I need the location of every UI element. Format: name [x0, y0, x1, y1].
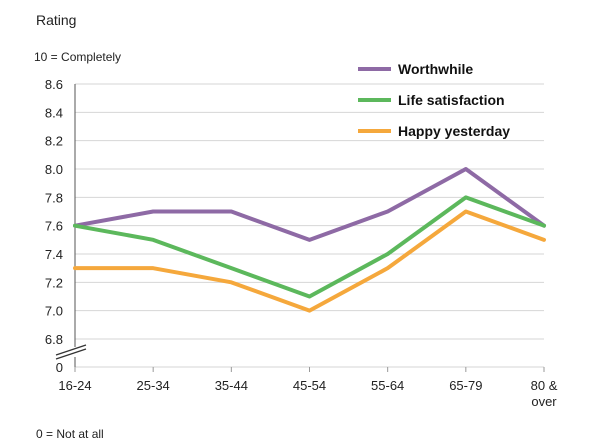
- series-line-life-satisfaction: [73, 195, 546, 299]
- y-tick-labels: 8.6 8.4 8.2 8.0 7.8 7.6 7.4 7.2 7.0 6.8 0: [45, 77, 63, 375]
- series-line-worthwhile: [73, 167, 546, 242]
- y-tick-label: 6.8: [45, 332, 63, 347]
- x-tick-label: 16-24: [58, 378, 91, 393]
- y-tick-label: 8.6: [45, 77, 63, 92]
- x-tick-label: 80 & over: [531, 378, 558, 409]
- y-top-note: 10 = Completely: [34, 50, 121, 64]
- x-tick-label: 65-79: [449, 378, 482, 393]
- y-zero-label: 0: [56, 360, 63, 375]
- x-tick-label: 55-64: [371, 378, 404, 393]
- y-tick-label: 8.4: [45, 105, 63, 120]
- legend-label: Worthwhile: [398, 61, 473, 77]
- y-bottom-note: 0 = Not at all: [36, 427, 104, 441]
- series-line-happy-yesterday: [73, 209, 546, 313]
- y-tick-label: 7.6: [45, 219, 63, 234]
- y-tick-label: 8.0: [45, 162, 63, 177]
- x-tick-label: 35-44: [215, 378, 248, 393]
- x-tick-labels: 16-24 25-34 35-44 45-54 55-64 65-79 80 & over: [58, 378, 557, 409]
- y-tick-label: 8.2: [45, 134, 63, 149]
- x-tick-label: 45-54: [293, 378, 326, 393]
- y-tick-label: 7.4: [45, 247, 63, 262]
- y-tick-label: 7.2: [45, 275, 63, 290]
- y-tick-label: 7.8: [45, 190, 63, 205]
- series-lines: [73, 167, 546, 313]
- legend-label: Life satisfaction: [398, 92, 505, 108]
- legend: Worthwhile Life satisfaction Happy yesterd…: [358, 61, 510, 139]
- y-axis-title: Rating: [36, 12, 76, 28]
- x-tick-label: 25-34: [137, 378, 170, 393]
- legend-label: Happy yesterday: [398, 123, 510, 139]
- y-tick-label: 7.0: [45, 304, 63, 319]
- axis-break: [55, 344, 89, 360]
